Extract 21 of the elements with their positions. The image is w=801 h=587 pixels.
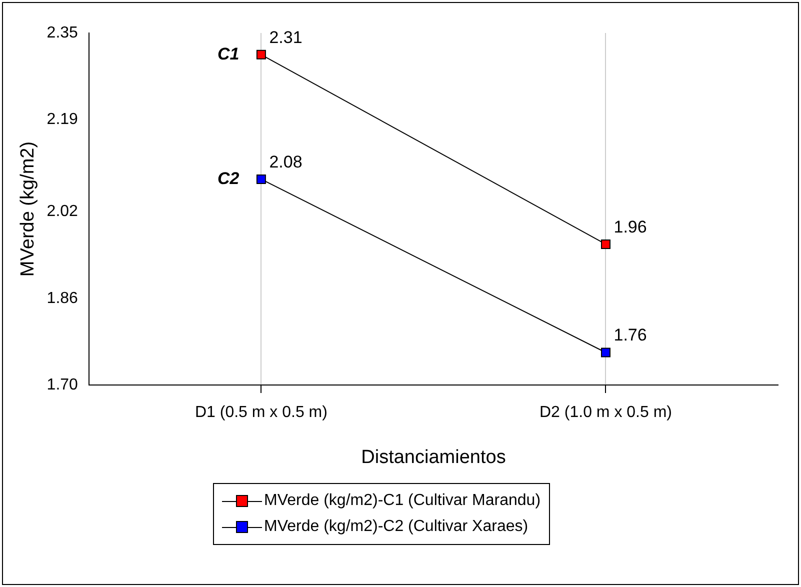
annotation: C2	[217, 168, 240, 188]
data-label: 1.96	[614, 217, 647, 236]
x-tick-label: D2 (1.0 m x 0.5 m)	[539, 404, 672, 422]
data-label: 1.76	[614, 326, 647, 345]
data-label: 2.08	[269, 152, 302, 172]
y-tick-label: 2.02	[46, 203, 78, 220]
x-axis-title: Distanciamientos	[361, 446, 506, 468]
point	[256, 174, 266, 184]
annotation: C1	[217, 44, 240, 64]
y-tick-label: 1.86	[46, 290, 78, 307]
legend-label: MVerde (kg/m2)-C1 (Cultivar Marandu)	[264, 492, 541, 510]
x-tick-label: D1 (0.5 m x 0.5 m)	[194, 404, 328, 422]
y-tick-label: 2.35	[46, 24, 78, 42]
y-tick-label: 1.70	[46, 376, 78, 394]
point	[256, 50, 266, 60]
point	[600, 239, 610, 249]
data-label: 2.31	[269, 28, 302, 47]
y-axis-title: MVerde (kg/m2)	[18, 141, 39, 277]
point	[600, 348, 610, 358]
y-tick-label: 2.19	[46, 111, 78, 128]
legend-label: MVerde (kg/m2)-C2 (Cultivar Xaraes)	[264, 518, 528, 536]
